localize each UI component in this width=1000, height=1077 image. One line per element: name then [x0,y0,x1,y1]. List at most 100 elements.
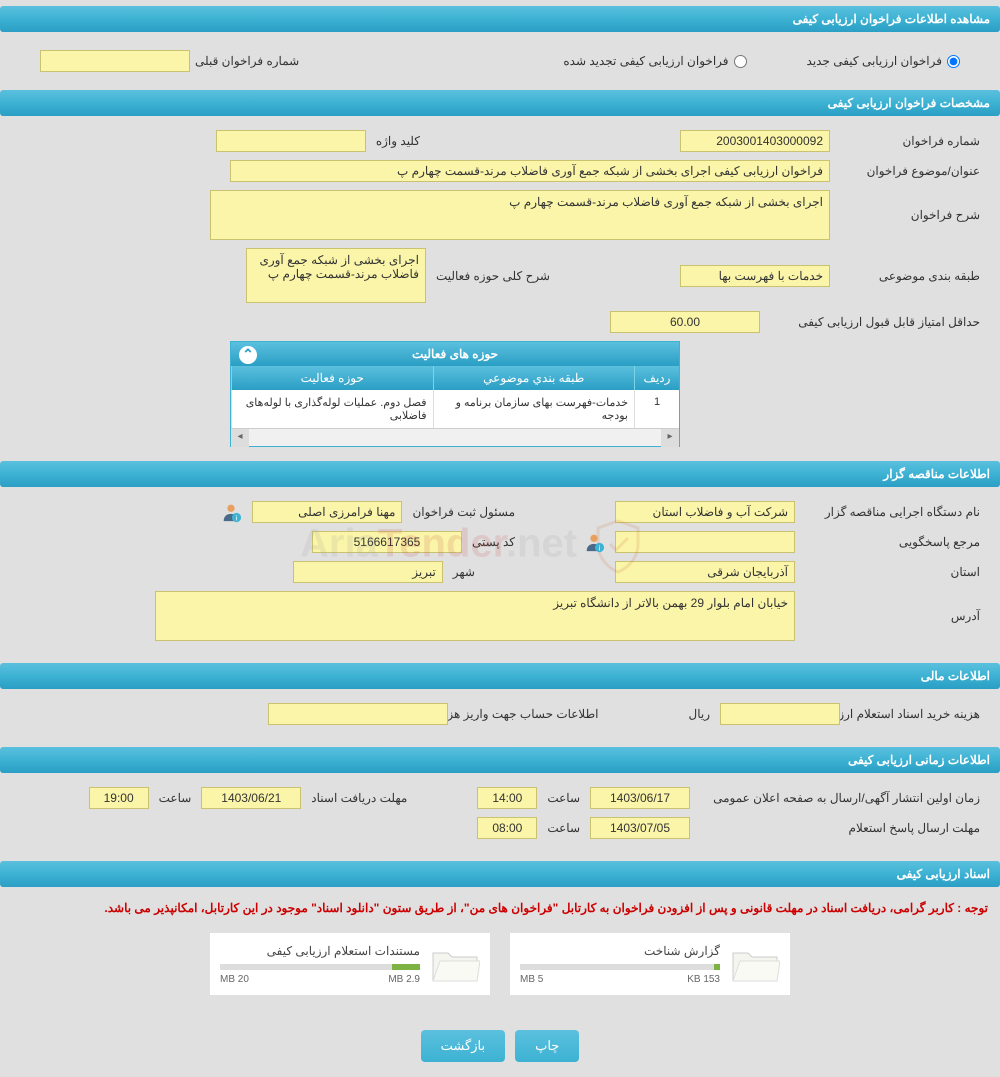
page-root: AriaTender.net مشاهده اطلاعات فراخوان ار… [0,6,1000,1077]
table-row[interactable]: 1 خدمات-فهرست بهای سازمان برنامه و بودجه… [231,390,679,428]
prev-number-field[interactable] [40,50,190,72]
doc-title-1: گزارش شناخت [520,944,720,958]
province-label: استان [805,565,980,579]
agency-field[interactable]: شرکت آب و فاضلاب استان [615,501,795,523]
doc-title-2: مستندات استعلام ارزیابی کیفی [220,944,420,958]
section-header-timing: اطلاعات زمانی ارزیابی کیفی [0,747,1000,773]
reg-official-label: مسئول ثبت فراخوان [412,505,515,519]
city-field[interactable]: تبریز [293,561,443,583]
first-pub-date[interactable]: 1403/06/17 [590,787,690,809]
city-label: شهر [453,565,475,579]
col-row: ردیف [634,366,679,390]
category-label: طبقه بندی موضوعی [840,269,980,283]
call-spec-content: شماره فراخوان 2003001403000092 کلید واژه… [0,122,1000,455]
scroll-track[interactable] [249,429,661,446]
first-pub-label: زمان اولین انتشار آگهی/ارسال به صفحه اعل… [700,791,980,805]
receive-deadline-date[interactable]: 1403/06/21 [201,787,301,809]
response-deadline-date[interactable]: 1403/07/05 [590,817,690,839]
contact-field[interactable] [615,531,795,553]
keyword-label: کلید واژه [376,134,420,148]
section-header-tenderer: اطلاعات مناقصه گزار [0,461,1000,487]
first-pub-time[interactable]: 14:00 [477,787,537,809]
response-deadline-label: مهلت ارسال پاسخ استعلام [700,821,980,835]
doc-progress-fill-1 [714,964,720,970]
desc-field[interactable]: اجرای بخشی از شبکه جمع آوری فاضلاب مرند-… [210,190,830,240]
doc-cards-container: گزارش شناخت 153 KB 5 MB مستندات استعلام … [0,923,1000,1005]
row-category: خدمات-فهرست بهای سازمان برنامه و بودجه [433,390,635,428]
doc-progress-fill-2 [392,964,420,970]
financial-content: هزینه خرید اسناد استعلام ارزیابی کیفی ری… [0,695,1000,741]
min-score-label: حداقل امتیاز قابل قبول ارزیابی کیفی [770,315,980,329]
receive-deadline-time[interactable]: 19:00 [89,787,149,809]
account-field[interactable] [268,703,448,725]
section-header-docs: اسناد ارزیابی کیفی [0,861,1000,887]
table-scrollbar[interactable]: ▸ ◂ [231,428,679,446]
keyword-field[interactable] [216,130,366,152]
address-label: آدرس [805,591,980,623]
number-label: شماره فراخوان [840,134,980,148]
notice-text: توجه : کاربر گرامی، دریافت اسناد در مهلت… [0,893,1000,923]
number-field[interactable]: 2003001403000092 [680,130,830,152]
col-activity: حوزه فعاليت [231,366,433,390]
call-type-radio-group: فراخوان ارزیابی کیفی جدید فراخوان ارزیاب… [0,38,1000,84]
doc-card-2[interactable]: مستندات استعلام ارزیابی کیفی 2.9 MB 20 M… [210,933,490,995]
timing-content: زمان اولین انتشار آگهی/ارسال به صفحه اعل… [0,779,1000,855]
radio-renewed-call-input[interactable] [734,55,747,68]
activity-table-title: حوزه های فعالیت [412,347,498,361]
prev-number-label: شماره فراخوان قبلی [195,54,299,68]
section-header-view-info: مشاهده اطلاعات فراخوان ارزیابی کیفی [0,6,1000,32]
doc-used-1: 153 KB [687,974,720,985]
tenderer-content: نام دستگاه اجرایی مناقصه گزار شرکت آب و … [0,493,1000,657]
folder-icon [730,943,780,985]
address-field[interactable]: خیابان امام بلوار 29 بهمن بالاتر از دانش… [155,591,795,641]
print-button[interactable]: چاپ [515,1030,579,1062]
collapse-icon[interactable]: ⌃ [239,346,257,364]
currency-label: ریال [688,707,710,721]
doc-total-1: 5 MB [520,974,543,985]
hour-label-3: ساعت [547,821,580,835]
user-icon[interactable]: i [583,531,605,553]
radio-new-call-input[interactable] [947,55,960,68]
scope-label: شرح کلی حوزه فعالیت [436,269,550,283]
reg-official-field[interactable]: مهنا فرامرزی اصلی [252,501,402,523]
scope-field[interactable]: اجرای بخشی از شبکه جمع آوری فاضلاب مرند-… [246,248,426,303]
row-activity: فصل دوم. عملیات لوله‌گذاری با لوله‌های ف… [231,390,433,428]
title-field[interactable]: فراخوان ارزیابی کیفی اجرای بخشی از شبکه … [230,160,830,182]
contact-label: مرجع پاسخگویی [805,535,980,549]
category-field[interactable]: خدمات با فهرست بها [680,265,830,287]
hour-label-1: ساعت [547,791,580,805]
min-score-field[interactable]: 60.00 [610,311,760,333]
desc-label: شرح فراخوان [840,190,980,222]
agency-label: نام دستگاه اجرایی مناقصه گزار [805,505,980,519]
activity-table-columns: ردیف طبقه بندي موضوعي حوزه فعاليت [231,366,679,390]
receive-deadline-label: مهلت دریافت اسناد [311,791,407,805]
radio-new-call[interactable]: فراخوان ارزیابی کیفی جدید [807,54,960,68]
postal-field[interactable]: 5166617365 [312,531,462,553]
doc-card-1[interactable]: گزارش شناخت 153 KB 5 MB [510,933,790,995]
account-label: اطلاعات حساب جهت واریز هزینه خرید اسناد [458,707,598,721]
doc-used-2: 2.9 MB [388,974,420,985]
doc-progress-2 [220,964,420,970]
hour-label-2: ساعت [159,791,192,805]
section-header-financial: اطلاعات مالی [0,663,1000,689]
activity-table: حوزه های فعالیت ⌃ ردیف طبقه بندي موضوعي … [230,341,680,447]
doc-progress-1 [520,964,720,970]
response-deadline-time[interactable]: 08:00 [477,817,537,839]
user-icon[interactable]: i [220,501,242,523]
activity-table-header: حوزه های فعالیت ⌃ [231,342,679,366]
section-header-call-spec: مشخصات فراخوان ارزیابی کیفی [0,90,1000,116]
button-row: چاپ بازگشت [0,1005,1000,1077]
row-idx: 1 [634,390,679,428]
scroll-right-icon[interactable]: ▸ [661,429,679,447]
postal-label: کد پستی [472,535,515,549]
scroll-left-icon[interactable]: ◂ [231,429,249,447]
radio-new-call-label: فراخوان ارزیابی کیفی جدید [807,54,942,68]
back-button[interactable]: بازگشت [421,1030,505,1062]
doc-cost-field[interactable] [720,703,840,725]
province-field[interactable]: آذربایجان شرقی [615,561,795,583]
radio-renewed-call[interactable]: فراخوان ارزیابی کیفی تجدید شده [563,54,746,68]
doc-total-2: 20 MB [220,974,249,985]
radio-renewed-call-label: فراخوان ارزیابی کیفی تجدید شده [563,54,728,68]
folder-icon [430,943,480,985]
doc-cost-label: هزینه خرید اسناد استعلام ارزیابی کیفی [850,707,980,721]
